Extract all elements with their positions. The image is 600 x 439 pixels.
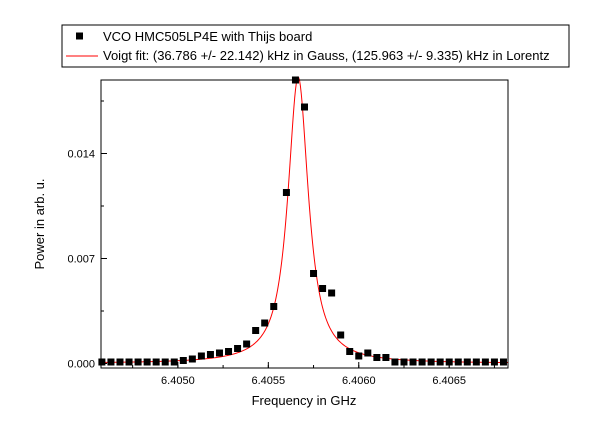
data-point bbox=[270, 303, 278, 310]
fit-curve-layer bbox=[100, 76, 509, 364]
data-point bbox=[161, 358, 169, 366]
x-tick-label: 6.4055 bbox=[251, 375, 285, 387]
data-point bbox=[409, 358, 417, 366]
data-point bbox=[436, 358, 444, 366]
legend-label-measured: VCO HMC505LP4E with Thijs board bbox=[103, 29, 312, 44]
legend: VCO HMC505LP4E with Thijs board Voigt fi… bbox=[61, 24, 570, 68]
data-points-layer bbox=[98, 76, 507, 366]
data-point bbox=[125, 358, 133, 366]
data-point bbox=[400, 358, 408, 366]
data-point bbox=[98, 358, 106, 366]
data-point bbox=[319, 285, 327, 292]
data-point bbox=[373, 354, 381, 361]
y-axis-ticks: 0.000 0.007 0.014 bbox=[67, 100, 107, 371]
x-tick-label: 6.4060 bbox=[342, 375, 376, 387]
data-point bbox=[243, 340, 251, 348]
data-point bbox=[215, 349, 223, 357]
data-point bbox=[134, 358, 142, 366]
data-point bbox=[490, 358, 498, 366]
y-tick-label: 0.000 bbox=[67, 359, 95, 371]
data-point bbox=[418, 358, 426, 366]
y-tick-label: 0.007 bbox=[67, 254, 95, 266]
data-point bbox=[382, 354, 390, 361]
data-point bbox=[107, 358, 115, 366]
data-point bbox=[301, 103, 308, 111]
legend-label-fit: Voigt fit: (36.786 +/- 22.142) kHz in Ga… bbox=[103, 48, 550, 63]
data-point bbox=[472, 358, 480, 366]
x-axis-ticks: 6.4050 6.4055 6.4060 6.4065 bbox=[132, 362, 495, 387]
data-point bbox=[337, 331, 345, 339]
data-point bbox=[261, 319, 269, 327]
data-point bbox=[310, 270, 318, 277]
data-point bbox=[391, 358, 399, 366]
legend-box bbox=[61, 24, 570, 68]
data-point bbox=[188, 355, 196, 363]
y-tick-label: 0.014 bbox=[67, 149, 95, 161]
data-point bbox=[454, 358, 462, 366]
plot-area: 6.4050 6.4055 6.4060 6.4065 0.000 0.007 0.014 bbox=[67, 76, 509, 387]
data-point bbox=[427, 358, 435, 366]
data-point bbox=[445, 358, 453, 366]
data-point bbox=[355, 352, 363, 360]
data-point bbox=[252, 327, 260, 334]
data-point bbox=[206, 351, 214, 358]
data-point bbox=[143, 358, 151, 366]
data-point bbox=[481, 358, 489, 366]
data-point bbox=[346, 348, 354, 355]
data-point bbox=[170, 358, 178, 366]
data-point bbox=[179, 357, 187, 364]
data-point bbox=[282, 189, 290, 196]
legend-marker-measured bbox=[76, 32, 83, 40]
y-axis-label: Power in arb. u. bbox=[32, 178, 47, 269]
x-tick-label: 6.4065 bbox=[432, 375, 466, 387]
voigt-fit-line bbox=[100, 76, 509, 364]
data-point bbox=[152, 358, 160, 366]
data-point bbox=[116, 358, 124, 366]
data-point bbox=[499, 358, 507, 366]
data-point bbox=[463, 358, 471, 366]
x-tick-label: 6.4050 bbox=[161, 375, 195, 387]
data-point bbox=[225, 348, 233, 355]
data-point bbox=[197, 352, 205, 360]
plot-frame bbox=[100, 79, 509, 369]
x-axis-label: Frequency in GHz bbox=[252, 393, 357, 408]
data-point bbox=[234, 345, 242, 352]
data-point bbox=[364, 349, 372, 357]
data-point bbox=[328, 289, 336, 297]
